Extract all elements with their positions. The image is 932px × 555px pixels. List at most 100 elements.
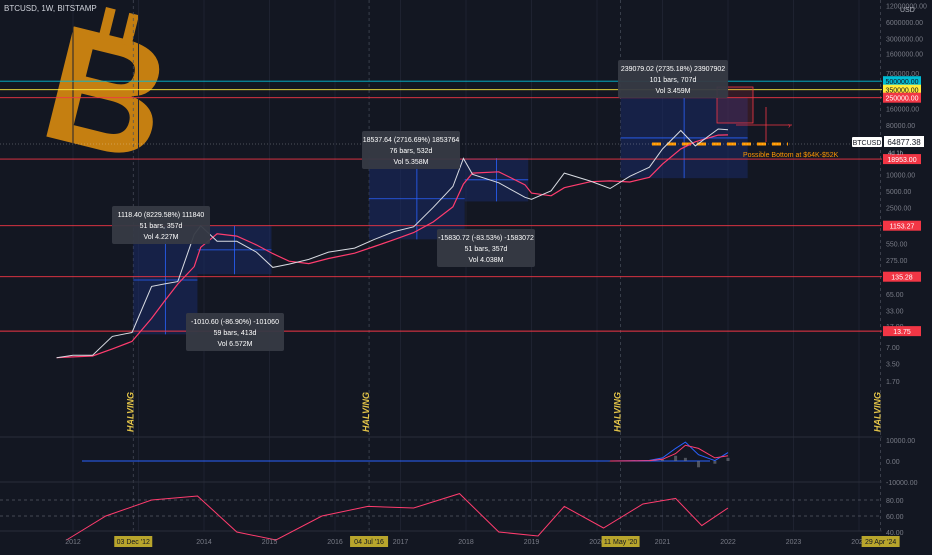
projection-arrow-head-icon: ›: [788, 121, 791, 130]
price-axis-label: 80000.00: [886, 123, 915, 130]
price-level-tag: [883, 220, 921, 231]
measurement-volume: Vol 4.227M: [143, 234, 178, 241]
time-axis-label: 2019: [524, 539, 540, 546]
macd-histogram-bar: [683, 457, 687, 461]
price-level-tag: [883, 92, 921, 103]
price-level-tag-text: 350000.00: [885, 88, 918, 95]
measurement-change: -15830.72 (-83.53%) -1583072: [438, 235, 534, 242]
price-level-tag: [883, 76, 921, 87]
measurement-bars: 59 bars, 413d: [214, 330, 257, 337]
price-level-tag-text: 500000.00: [885, 79, 918, 86]
price-level-tag-text: 18953.00: [887, 157, 916, 164]
price-axis-label: 3.50: [886, 362, 900, 369]
time-axis-label: 2014: [196, 539, 212, 546]
measurement-bars: 51 bars, 357d: [140, 223, 183, 230]
rsi-axis-label: 60.00: [886, 514, 904, 521]
time-axis-label: 2023: [786, 539, 802, 546]
price-axis-label: 2500.00: [886, 205, 911, 212]
time-axis-label: 2018: [458, 539, 474, 546]
measurement-change: 239079.02 (2735.18%) 23907902: [621, 66, 725, 73]
price-axis-label: 5000.00: [886, 189, 911, 196]
macd-axis-label: 10000.00: [886, 438, 915, 445]
measurement-change: 1118.40 (8229.58%) 111840: [118, 212, 205, 219]
time-axis-label: 2021: [655, 539, 671, 546]
halving-markers: HALVING HALVING HALVING HALVING: [125, 392, 882, 432]
btc-price-line: [56, 128, 729, 359]
halving-date-text: 04 Jul '16: [354, 539, 384, 546]
possible-bottom-annotation: Possible Bottom at $64K-$52K: [743, 152, 839, 159]
halving-date-text: 03 Dec '12: [117, 539, 150, 546]
price-axis-label: 1600000.00: [886, 52, 923, 59]
price-axis-label: 6000000.00: [886, 20, 923, 27]
halving-label: HALVING: [873, 392, 883, 432]
moving-average-line: [56, 134, 729, 359]
price-level-tag-text: 1153.27: [890, 224, 915, 231]
rsi-line: [66, 493, 729, 541]
halving-date-badge: [114, 536, 153, 547]
price-axis-label: 12000000.00: [886, 4, 927, 11]
price-level-tag: [883, 84, 921, 95]
halving-label: HALVING: [361, 392, 371, 432]
macd-histogram-bar: [674, 455, 678, 461]
measurement-label: [437, 229, 535, 267]
rsi-axis-label: 80.00: [886, 498, 904, 505]
price-level-tag: [883, 154, 921, 165]
current-price-tag: BTCUSD 64877.38 4d 1h: [852, 136, 924, 157]
time-axis[interactable]: 2012 2014 2015 2016 2017 2018 2019 2020 2021 2022…: [65, 539, 867, 546]
measurement-volume: Vol 6.572M: [217, 341, 252, 348]
price-level-tag-text: 250000.00: [885, 96, 918, 103]
time-axis-label: 2012: [65, 539, 81, 546]
price-axis-label: 10000.00: [886, 172, 915, 179]
macd-histogram-bar: [661, 459, 664, 461]
halving-label: HALVING: [613, 392, 623, 432]
measurement-labels: 1118.40 (8229.58%) 111840 51 bars, 357d Vo…: [112, 60, 728, 351]
measurement-volume: Vol 3.459M: [655, 88, 690, 95]
measurement-bars: 76 bars, 532d: [390, 148, 433, 155]
price-level-tag-text: 135.28: [891, 275, 913, 282]
price-axis-label: 700000.00: [886, 71, 919, 78]
measurement-volume: Vol 5.358M: [393, 159, 428, 166]
measurement-change: -1010.60 (-86.90%) -101060: [191, 319, 279, 326]
time-axis-label: 2022: [720, 539, 736, 546]
halving-date-badge: [861, 536, 900, 547]
macd-axis-label: 0.00: [886, 459, 900, 466]
measurement-bars: 101 bars, 707d: [650, 77, 697, 84]
macd-histogram-bar: [608, 461, 612, 462]
macd-signal-line: [610, 444, 729, 462]
price-axis-label: 33.00: [886, 308, 904, 315]
measurement-volume: Vol 4.038M: [468, 257, 503, 264]
measurement-bars: 51 bars, 357d: [465, 246, 508, 253]
price-level-tag: [883, 326, 921, 337]
horizontal-levels: [0, 80, 882, 332]
price-axis-label: 550.00: [886, 241, 908, 248]
macd-histogram-bar: [726, 457, 730, 461]
price-axis-label: 275.00: [886, 258, 908, 265]
halving-date-text: 11 May '20: [604, 539, 638, 546]
price-axis-label: 160000.00: [886, 106, 919, 113]
macd-pane[interactable]: [82, 441, 730, 468]
symbol-title[interactable]: BTCUSD, 1W, BITSTAMP: [4, 4, 97, 13]
measurement-label: [362, 131, 460, 169]
time-axis-label: 2024: [851, 539, 867, 546]
price-level-tag-text: 13.75: [893, 329, 911, 336]
measurement-change: 18537.64 (2716.69%) 1853764: [363, 137, 460, 144]
time-axis-label: 2017: [393, 539, 409, 546]
measurement-label: [112, 206, 210, 244]
rsi-axis-label: 40.00: [886, 530, 904, 537]
price-axis-label: 3000000.00: [886, 37, 923, 44]
price-level-tag: [883, 271, 921, 282]
measurement-label: [618, 60, 728, 98]
rsi-pane[interactable]: [0, 493, 882, 541]
currency-label: USD: [900, 7, 915, 14]
price-axis-label: 1.70: [886, 379, 900, 386]
price-axis-label: 7.00: [886, 345, 900, 352]
price-axis-label: 65.00: [886, 292, 904, 299]
current-price-value: 64877.38: [887, 138, 921, 147]
halving-date-text: 29 Apr '24: [865, 539, 896, 546]
time-axis-label: 2016: [327, 539, 343, 546]
time-axis-label: 2015: [262, 539, 278, 546]
date-badges: 03 Dec '12 04 Jul '16 11 May '20 29 Apr '24: [114, 536, 900, 547]
vertical-grid: [72, 0, 881, 531]
